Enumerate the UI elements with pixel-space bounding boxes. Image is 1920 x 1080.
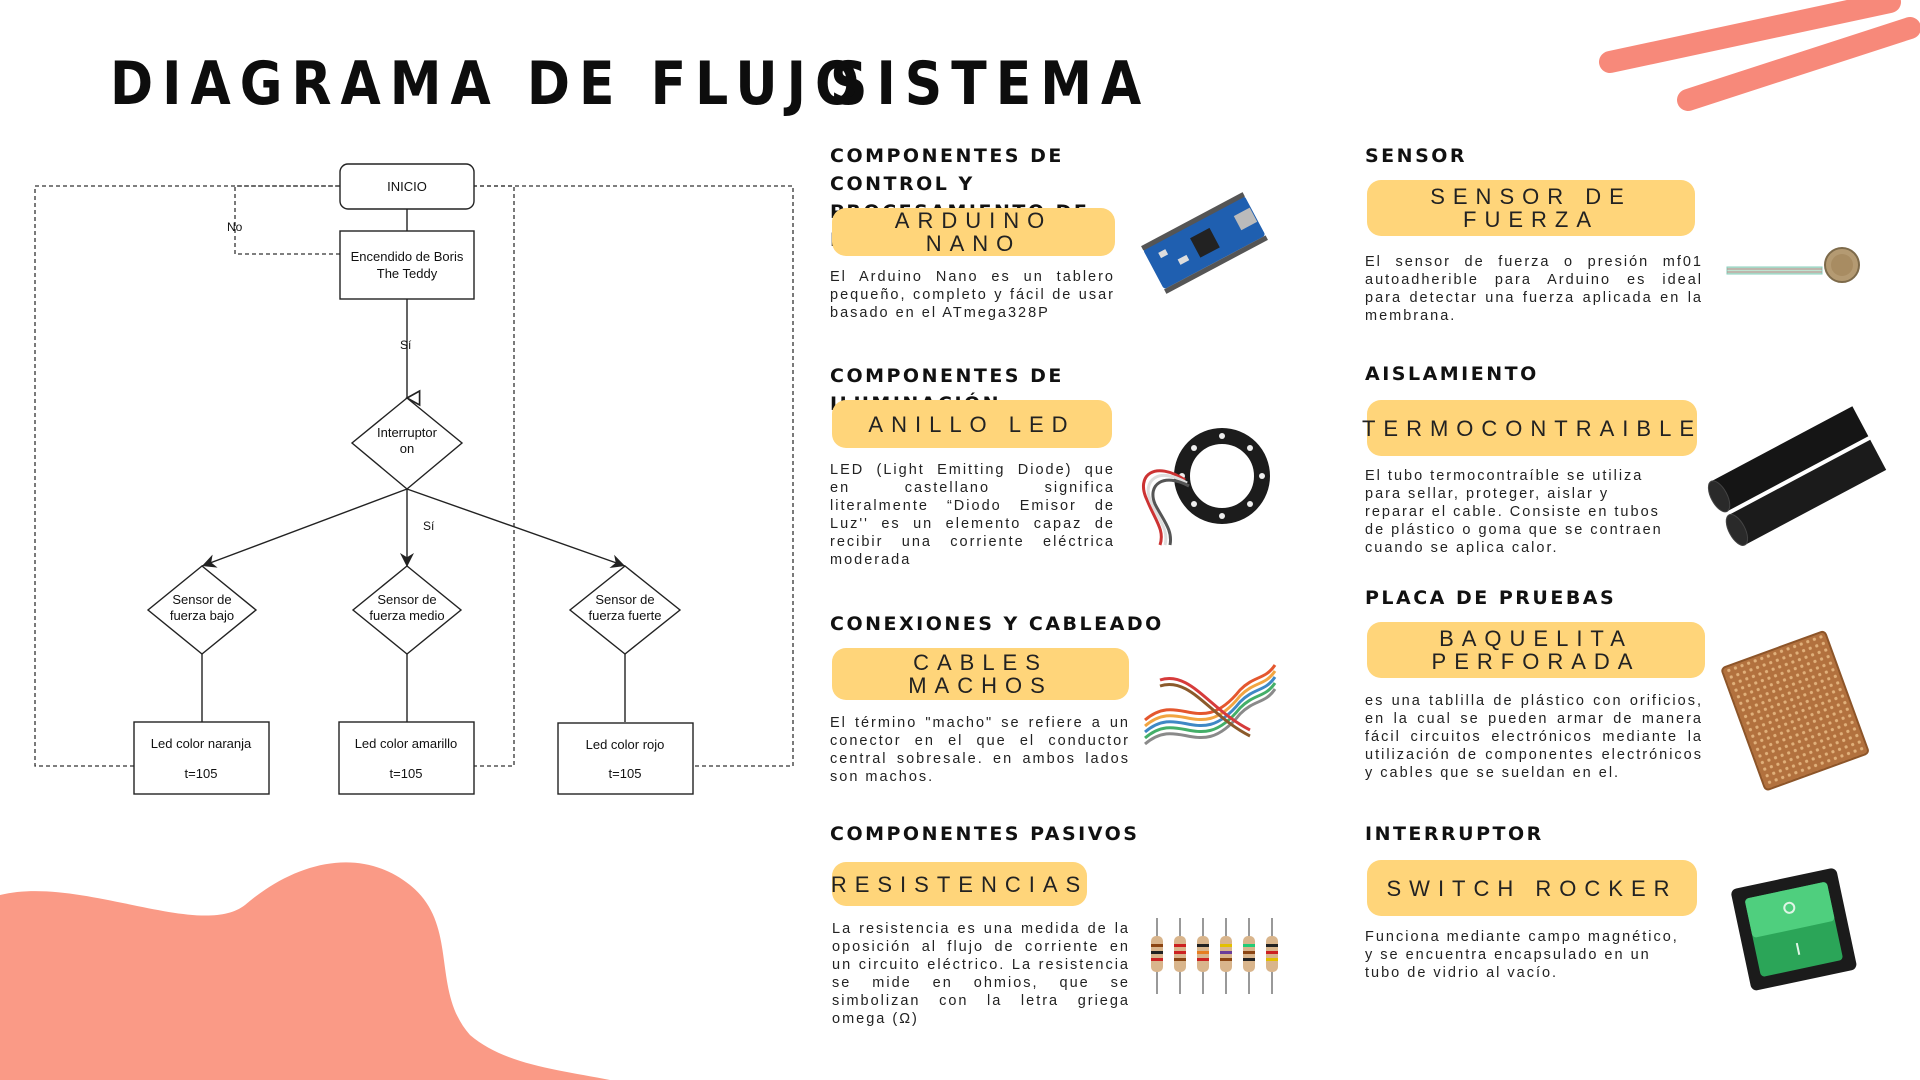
svg-text:Led color naranja: Led color naranja <box>151 736 252 751</box>
svg-text:t=105: t=105 <box>185 766 218 781</box>
bottom-left-blob <box>0 862 610 1080</box>
svg-text:INICIO: INICIO <box>387 179 427 194</box>
flow-power-on-node: Encendido de Boris The Teddy <box>339 230 475 300</box>
arduino-nano-board-icon <box>1141 192 1268 294</box>
svg-text:Sensor de: Sensor de <box>377 592 436 607</box>
label-yes-2: Sí <box>423 519 435 533</box>
svg-text:Encendido de Boris: Encendido de Boris <box>351 249 464 264</box>
pill-switch-rocker: SWITCH ROCKER <box>1367 860 1697 916</box>
pill-sensor-fuerza: SENSOR DE FUERZA <box>1367 180 1695 236</box>
svg-text:Sensor de: Sensor de <box>595 592 654 607</box>
heading-passive: Componentes pasivos <box>830 823 1140 845</box>
flow-sensor-mid-decision: Sensor de fuerza medio <box>351 565 463 655</box>
pill-baquelita: BAQUELITA PERFORADA <box>1367 622 1705 678</box>
svg-text:Interruptor: Interruptor <box>377 425 438 440</box>
pill-termocontraible: TERMOCONTRAIBLE <box>1362 400 1697 456</box>
pill-cables-machos: CABLES MACHOS <box>832 648 1129 700</box>
desc-arduino-nano: El Arduino Nano es un tablero pequeño, c… <box>830 269 1115 321</box>
flow-led-red-node: Led color rojo t=105 <box>557 722 694 795</box>
top-right-brush-strokes <box>1599 0 1920 111</box>
svg-text:Led color rojo: Led color rojo <box>586 737 665 752</box>
dashed-loop-lines <box>34 185 794 767</box>
heading-wiring: Conexiones y cableado <box>830 613 1164 635</box>
flowchart-title: DIAGRAMA DE FLUJO <box>110 50 869 119</box>
label-no: No <box>227 220 243 234</box>
flow-sensor-low-decision: Sensor de fuerza bajo <box>146 565 258 655</box>
svg-text:Sensor de: Sensor de <box>172 592 231 607</box>
heading-sensor: Sensor <box>1365 145 1468 167</box>
desc-switch-rocker: Funciona mediante campo magnético, y se … <box>1365 929 1679 981</box>
heading-insulation: Aislamiento <box>1365 363 1539 385</box>
connector-switch-high <box>406 488 626 568</box>
svg-text:on: on <box>400 441 414 456</box>
desc-termocontraible: El tubo termocontraíble se utiliza para … <box>1365 468 1663 556</box>
flow-sensor-high-decision: Sensor de fuerza fuerte <box>568 565 682 655</box>
perfboard-icon <box>1721 630 1869 791</box>
desc-resistencias: La resistencia es una medida de la oposi… <box>832 921 1130 1027</box>
svg-text:fuerza medio: fuerza medio <box>369 608 444 623</box>
desc-baquelita: es una tablilla de plástico con orificio… <box>1365 693 1703 781</box>
rocker-switch-icon <box>1731 868 1857 991</box>
pill-anillo-led: ANILLO LED <box>832 400 1112 448</box>
desc-anillo-led: LED (Light Emitting Diode) que en castel… <box>830 462 1115 568</box>
label-yes-1: Sí <box>400 338 412 352</box>
flow-switch-decision: Interruptor on <box>350 397 464 490</box>
led-ring-icon <box>1141 428 1270 546</box>
force-sensor-icon <box>1726 247 1860 283</box>
heat-shrink-tube-icon <box>1707 406 1887 546</box>
pill-resistencias: RESISTENCIAS <box>831 862 1087 906</box>
svg-text:Led color amarillo: Led color amarillo <box>355 736 458 751</box>
flow-led-orange-node: Led color naranja t=105 <box>133 721 270 795</box>
svg-text:fuerza bajo: fuerza bajo <box>170 608 234 623</box>
svg-text:t=105: t=105 <box>390 766 423 781</box>
desc-cables-machos: El término "macho" se refiere a un conec… <box>830 715 1130 785</box>
svg-text:fuerza fuerte: fuerza fuerte <box>589 608 662 623</box>
svg-text:The Teddy: The Teddy <box>377 266 438 281</box>
system-title: SISTEMA <box>830 50 1151 119</box>
jumper-cables-icon <box>1144 664 1277 746</box>
flow-led-yellow-node: Led color amarillo t=105 <box>338 721 475 795</box>
resistors-icon <box>1151 918 1278 994</box>
flow-start-node: INICIO <box>339 163 475 210</box>
desc-sensor-fuerza: El sensor de fuerza o presión mf01 autoa… <box>1365 254 1703 324</box>
svg-text:t=105: t=105 <box>609 766 642 781</box>
connector-switch-low <box>201 488 408 568</box>
pill-arduino-nano: ARDUINO NANO <box>832 208 1115 256</box>
heading-board: Placa de pruebas <box>1365 587 1617 609</box>
heading-switch: Interruptor <box>1365 823 1544 845</box>
